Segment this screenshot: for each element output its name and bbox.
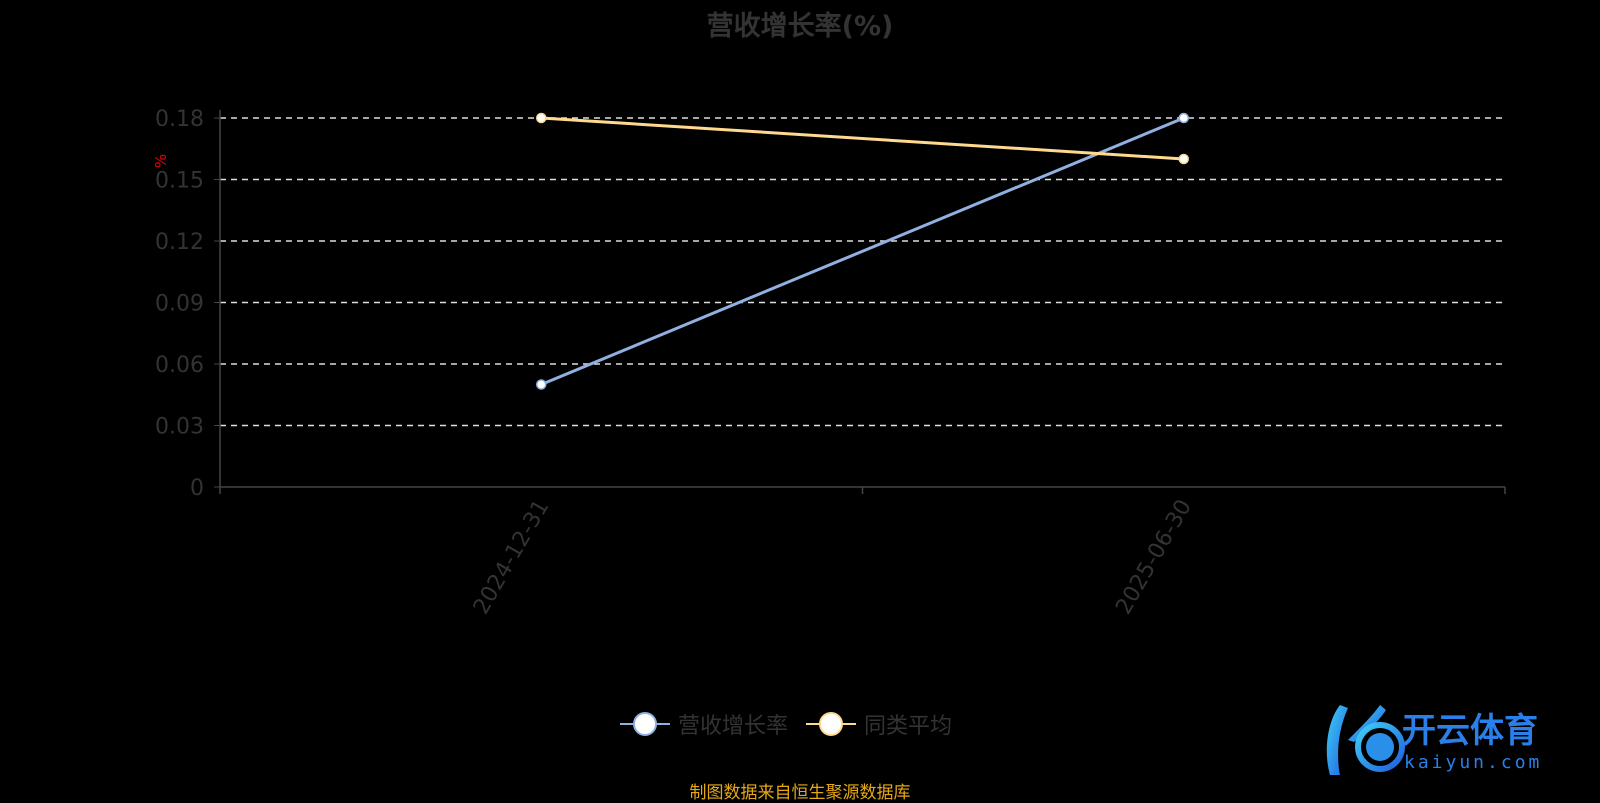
- source-note: 制图数据来自恒生聚源数据库: [689, 783, 911, 803]
- series-line-0: [540, 116, 1185, 386]
- legend-marker-orange-icon: [806, 712, 857, 736]
- y-tick-label: 0.15: [155, 169, 204, 194]
- svg-text:kaiyun.com: kaiyun.com: [1404, 752, 1542, 773]
- legend-marker-blue-icon: [620, 712, 670, 736]
- legend-item-revenue-growth[interactable]: 营收增长率: [620, 708, 788, 740]
- y-tick-label: 0.18: [155, 107, 204, 132]
- y-tick-label: 0.03: [155, 415, 204, 440]
- legend-label: 营收增长率: [678, 714, 789, 739]
- svg-text:开云体育: 开云体育: [1402, 711, 1538, 751]
- data-point: [536, 379, 547, 390]
- y-tick-label: 0.12: [155, 230, 204, 255]
- kaiyun-logo-watermark: 开云体育 kaiyun.com: [1326, 705, 1542, 775]
- data-point: [1178, 153, 1189, 165]
- y-tick-label: 0: [190, 476, 204, 501]
- legend: 营收增长率 同类平均: [620, 708, 952, 740]
- legend-item-peer-average[interactable]: 同类平均: [806, 708, 952, 740]
- y-axis-label: %: [152, 154, 170, 168]
- data-point: [536, 112, 547, 124]
- y-tick-label: 0.06: [155, 353, 204, 378]
- legend-label: 同类平均: [864, 714, 953, 739]
- x-tick-label: 2024-12-31: [469, 496, 555, 619]
- data-point: [1178, 112, 1189, 124]
- x-tick-label: 2025-06-30: [1111, 496, 1197, 619]
- y-tick-label: 0.09: [155, 292, 204, 317]
- series-line-1: [541, 116, 1184, 161]
- chart-title: 营收增长率(%): [706, 11, 894, 42]
